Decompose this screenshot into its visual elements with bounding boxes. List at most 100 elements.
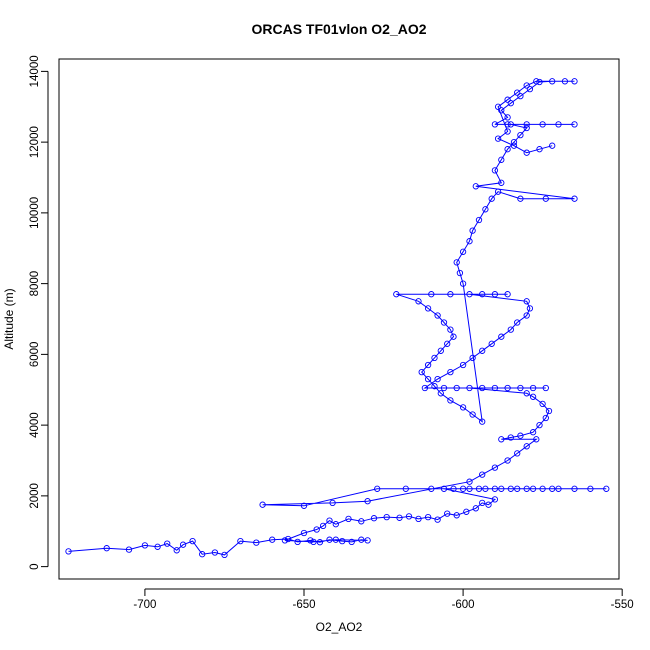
y-tick-label: 10000: [29, 197, 41, 229]
data-point: [459, 485, 467, 492]
data-point: [549, 78, 556, 85]
y-tick-label: 0: [29, 563, 41, 569]
data-point: [536, 78, 543, 86]
data-point: [514, 319, 521, 326]
data-point: [440, 384, 448, 392]
data-point: [418, 368, 425, 376]
data-point: [523, 443, 530, 450]
data-point: [444, 340, 451, 347]
data-point: [510, 138, 518, 146]
data-point: [447, 368, 454, 376]
data-point: [469, 411, 476, 418]
data-point: [479, 418, 486, 425]
data-point: [587, 485, 594, 492]
y-tick-label: 4000: [29, 412, 41, 438]
data-point: [469, 354, 476, 362]
data-point: [364, 498, 371, 505]
data-point: [453, 384, 460, 392]
data-point: [332, 536, 339, 543]
data-point: [523, 121, 530, 128]
data-point: [479, 291, 486, 298]
y-tick-label: 6000: [29, 342, 41, 368]
data-point: [405, 513, 413, 520]
data-point: [571, 195, 578, 202]
data-point: [453, 259, 460, 266]
data-point: [431, 383, 438, 390]
data-point: [514, 485, 521, 492]
data-point: [437, 390, 444, 397]
data-point: [173, 547, 180, 554]
data-point: [542, 195, 549, 202]
data-point: [141, 542, 149, 549]
data-point: [536, 421, 543, 429]
data-point: [428, 485, 435, 492]
data-point: [189, 537, 196, 545]
data-point: [466, 384, 473, 392]
data-point: [504, 457, 511, 464]
data-point: [307, 537, 314, 544]
data-point: [523, 82, 530, 89]
data-point: [447, 397, 454, 404]
data-point: [555, 485, 562, 492]
data-point: [479, 499, 486, 507]
data-point: [326, 536, 333, 543]
data-layer: [65, 78, 610, 559]
data-point: [482, 206, 489, 213]
data-point: [494, 135, 502, 142]
data-point: [374, 485, 381, 492]
data-point: [491, 464, 499, 471]
data-point: [364, 537, 371, 544]
data-point: [284, 535, 292, 543]
data-point: [533, 436, 540, 443]
data-point: [475, 485, 483, 492]
data-point: [421, 384, 429, 392]
data-point: [253, 539, 260, 546]
data-point: [326, 517, 333, 524]
data-point: [358, 536, 365, 543]
data-point: [517, 195, 524, 202]
data-point: [456, 269, 464, 277]
data-point: [523, 390, 530, 397]
data-point: [466, 291, 473, 298]
data-point: [491, 485, 499, 492]
data-point: [424, 375, 432, 383]
data-point: [300, 502, 308, 509]
data-point: [523, 149, 530, 156]
data-point: [339, 537, 346, 545]
data-point: [179, 541, 187, 548]
data-point: [526, 85, 534, 93]
data-point: [529, 393, 537, 400]
data-point: [523, 485, 530, 492]
data-point: [316, 539, 324, 546]
data-point: [485, 501, 492, 508]
data-point: [310, 538, 317, 546]
data-point: [479, 471, 486, 478]
data-point: [313, 526, 320, 533]
data-point: [523, 298, 530, 305]
data-point: [517, 384, 524, 392]
data-point: [539, 400, 546, 408]
data-point: [523, 124, 530, 132]
data-point: [488, 195, 495, 202]
data-point: [459, 280, 467, 287]
data-point: [396, 514, 403, 521]
data-point: [542, 384, 549, 392]
chart-title: ORCAS TF01vlon O2_AO2: [251, 21, 426, 37]
x-axis: -700 -650 -600 -550: [133, 588, 634, 611]
data-point: [549, 485, 556, 492]
data-point: [453, 512, 460, 519]
data-point: [440, 485, 448, 492]
data-point: [498, 156, 505, 163]
data-point: [383, 513, 390, 521]
data-point: [447, 326, 454, 333]
data-point: [529, 384, 537, 392]
data-point: [526, 305, 534, 312]
data-point: [424, 361, 432, 369]
data-point: [103, 545, 110, 552]
data-point: [125, 546, 133, 553]
data-point: [507, 485, 514, 492]
data-point: [517, 92, 524, 100]
data-point: [440, 319, 448, 326]
data-point: [466, 238, 473, 245]
data-point: [269, 536, 276, 543]
